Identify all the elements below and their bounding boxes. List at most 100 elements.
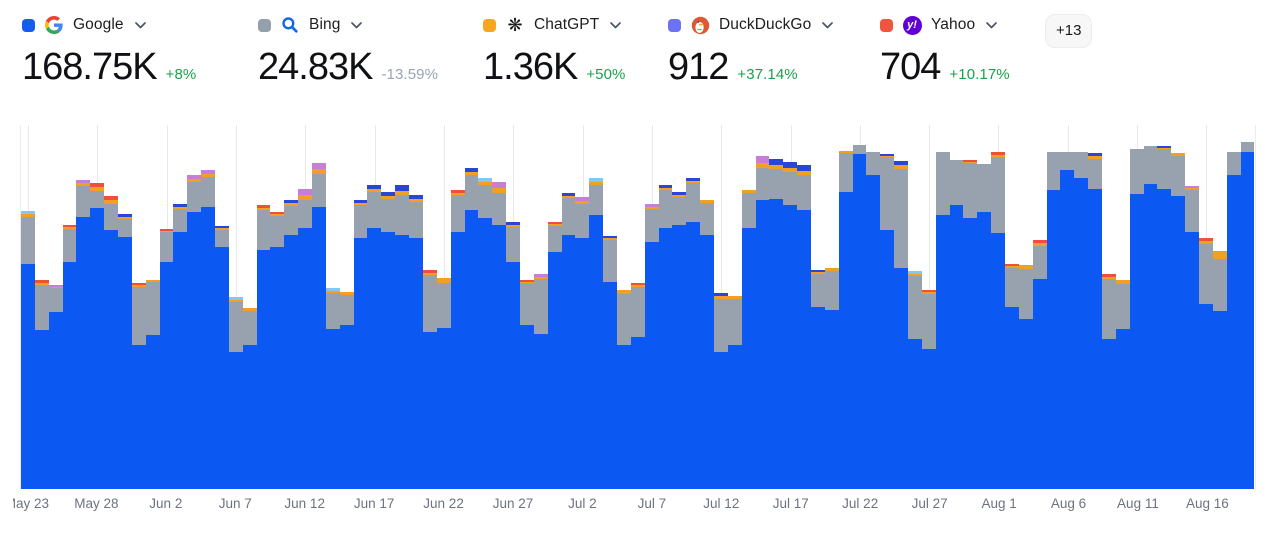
bar[interactable] [1129, 125, 1144, 489]
bar[interactable] [519, 125, 534, 489]
bar[interactable] [727, 125, 742, 489]
legend-item-duckduckgo[interactable]: DuckDuckGo [668, 12, 880, 38]
bar[interactable] [672, 125, 687, 489]
bar[interactable] [783, 125, 798, 489]
bar[interactable] [353, 125, 368, 489]
bar[interactable] [894, 125, 908, 489]
bar[interactable] [713, 125, 728, 489]
bar[interactable] [977, 125, 992, 489]
bar[interactable] [90, 125, 105, 489]
bar[interactable] [422, 125, 437, 489]
bar[interactable] [436, 125, 451, 489]
bar[interactable] [644, 125, 659, 489]
bar-segment [533, 274, 548, 277]
bar[interactable] [201, 125, 216, 489]
bar[interactable] [131, 125, 146, 489]
bar[interactable] [450, 125, 465, 489]
bar-segment [1199, 304, 1213, 489]
bar[interactable] [492, 125, 507, 489]
legend-item-google[interactable]: Google [22, 12, 258, 38]
bar[interactable] [1143, 125, 1158, 489]
bar[interactable] [630, 125, 645, 489]
bar[interactable] [963, 125, 978, 489]
bar[interactable] [700, 125, 714, 489]
bar[interactable] [76, 125, 91, 489]
more-engines-button[interactable]: +13 [1045, 14, 1093, 48]
bar[interactable] [1240, 125, 1255, 489]
legend-item-chatgpt[interactable]: ❋ ChatGPT [483, 12, 668, 38]
bar[interactable] [769, 125, 784, 489]
bar[interactable] [312, 125, 326, 489]
bar[interactable] [1074, 125, 1089, 489]
bar[interactable] [824, 125, 839, 489]
bar[interactable] [1018, 125, 1033, 489]
bar[interactable] [852, 125, 867, 489]
bar-segment [159, 232, 174, 262]
bar[interactable] [1185, 125, 1200, 489]
bar[interactable] [298, 125, 313, 489]
bar[interactable] [935, 125, 950, 489]
bar[interactable] [547, 125, 562, 489]
bar[interactable] [1060, 125, 1075, 489]
bar[interactable] [242, 125, 257, 489]
bar[interactable] [62, 125, 77, 489]
bar[interactable] [1005, 125, 1019, 489]
bar[interactable] [1088, 125, 1103, 489]
bar[interactable] [145, 125, 160, 489]
bar[interactable] [1157, 125, 1172, 489]
bar[interactable] [908, 125, 922, 489]
bar[interactable] [409, 125, 423, 489]
legend-item-bing[interactable]: Bing [258, 12, 483, 38]
bar[interactable] [797, 125, 811, 489]
bar[interactable] [755, 125, 770, 489]
bar[interactable] [949, 125, 964, 489]
bar[interactable] [686, 125, 701, 489]
bar[interactable] [1115, 125, 1130, 489]
bar[interactable] [1102, 125, 1116, 489]
bar[interactable] [325, 125, 340, 489]
bar[interactable] [991, 125, 1006, 489]
bar[interactable] [381, 125, 396, 489]
bar[interactable] [1046, 125, 1061, 489]
bar[interactable] [589, 125, 604, 489]
bar[interactable] [575, 125, 590, 489]
bar[interactable] [1199, 125, 1213, 489]
bar[interactable] [1032, 125, 1047, 489]
bar[interactable] [118, 125, 132, 489]
bar[interactable] [838, 125, 853, 489]
bar[interactable] [616, 125, 631, 489]
bar[interactable] [478, 125, 493, 489]
bar[interactable] [104, 125, 119, 489]
bar[interactable] [21, 125, 35, 489]
bar[interactable] [270, 125, 285, 489]
bar[interactable] [561, 125, 576, 489]
bar[interactable] [603, 125, 617, 489]
bar[interactable] [215, 125, 229, 489]
bar[interactable] [339, 125, 354, 489]
bar[interactable] [464, 125, 479, 489]
bar[interactable] [658, 125, 673, 489]
bar[interactable] [533, 125, 548, 489]
legend-item-yahoo[interactable]: y! Yahoo [880, 12, 1045, 38]
bar[interactable] [880, 125, 895, 489]
bar[interactable] [367, 125, 382, 489]
bar[interactable] [284, 125, 299, 489]
bar[interactable] [741, 125, 756, 489]
bar[interactable] [921, 125, 936, 489]
bar-segment [838, 192, 853, 489]
bar[interactable] [866, 125, 881, 489]
bar[interactable] [159, 125, 174, 489]
bar[interactable] [187, 125, 202, 489]
bar[interactable] [1171, 125, 1186, 489]
bar[interactable] [1212, 125, 1227, 489]
bar[interactable] [228, 125, 243, 489]
bar[interactable] [1226, 125, 1241, 489]
bar[interactable] [34, 125, 49, 489]
bar[interactable] [506, 125, 520, 489]
bar[interactable] [395, 125, 410, 489]
bar[interactable] [48, 125, 63, 489]
bar-segment [935, 215, 950, 489]
bar[interactable] [810, 125, 825, 489]
bar[interactable] [256, 125, 271, 489]
bar[interactable] [173, 125, 188, 489]
